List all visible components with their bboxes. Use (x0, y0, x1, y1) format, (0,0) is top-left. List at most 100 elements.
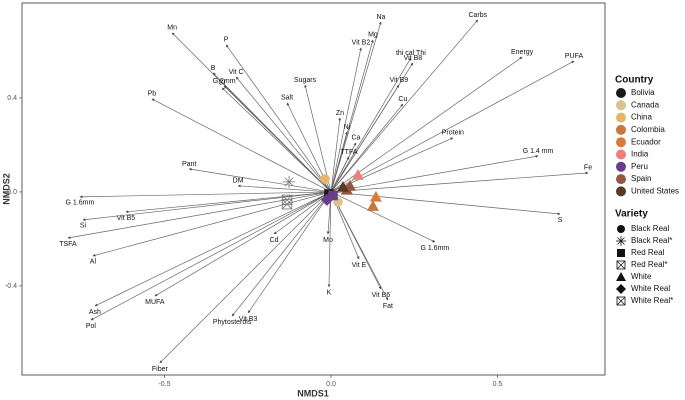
legend-label: Canada (631, 100, 660, 109)
loading-vector (330, 156, 350, 193)
vector-label: Vit E (352, 262, 367, 269)
point-part (617, 237, 625, 245)
vector-label: Ash (89, 309, 101, 316)
vector-label: Vit C (229, 69, 244, 76)
point-part (320, 174, 330, 184)
legend-label: Colombia (631, 125, 665, 134)
vector-label: Vit B6 (372, 292, 391, 299)
y-axis-title: NMDS2 (1, 173, 11, 205)
loading-vector (154, 191, 332, 297)
point (351, 169, 364, 180)
loading-vector (235, 76, 332, 193)
loading-vector (330, 21, 382, 193)
vector-label: G 1.4 mm (523, 148, 554, 155)
x-tick-label: -0.5 (158, 381, 170, 388)
loading-vector (221, 87, 332, 193)
legend-symbol (616, 236, 626, 246)
vector-label: Carbs (468, 12, 487, 19)
legend-label: Red Real (631, 248, 665, 257)
loading-vector (330, 191, 389, 301)
point-part (617, 225, 625, 233)
loading-vector (330, 117, 342, 192)
point-part (281, 198, 293, 210)
loading-vector (330, 191, 436, 243)
loading-vector (330, 19, 479, 193)
loading-vector (330, 47, 362, 193)
legend-swatch (616, 112, 626, 123)
vector-label: Zn (336, 110, 344, 117)
vector-label: G 1.6mm (66, 200, 95, 207)
vector-label: Salt (281, 95, 293, 102)
vector-label: DM (233, 178, 244, 185)
vector-label: Vit B8 (404, 55, 423, 62)
vector-label: Vit B5 (117, 215, 136, 222)
legend-label: White Real* (631, 296, 673, 305)
legend-swatch (616, 100, 626, 111)
vector-label: Vit B3 (239, 316, 258, 323)
loading-vector (247, 191, 332, 314)
loading-vector (159, 191, 332, 364)
legend-swatch (616, 149, 626, 160)
vector-label: Cr (218, 80, 226, 87)
vector-label: MUFA (145, 299, 165, 306)
loading-vector (330, 191, 561, 216)
vector-label: P (224, 37, 229, 44)
vector-label: TSFA (59, 241, 77, 248)
vector-label: B (211, 65, 216, 72)
loading-vector (92, 191, 332, 257)
vector-label: TTFA (340, 149, 357, 156)
legend-label: United States (631, 187, 679, 196)
loading-vector (330, 57, 412, 193)
vector-label: PUFA (565, 53, 584, 60)
point (366, 200, 379, 211)
point-part (320, 193, 333, 206)
point-part (281, 194, 293, 206)
legend-symbol (616, 284, 626, 294)
point (281, 198, 293, 210)
legend-label: Black Real (631, 224, 669, 233)
vector-label: Protein (442, 130, 464, 137)
loading-vector (94, 191, 332, 307)
loading-vector (212, 72, 332, 193)
loading-vector (188, 167, 332, 193)
x-tick-label: 0.0 (326, 381, 336, 388)
vector-label: G 2mm (213, 78, 236, 85)
point-part (366, 200, 379, 211)
legend-label: Black Real* (631, 236, 672, 245)
loading-vector (304, 84, 332, 193)
vector-label: Phytosterols (213, 319, 252, 326)
loading-vector (330, 60, 575, 193)
loading-vector (330, 56, 523, 193)
point (328, 190, 338, 201)
loading-vector (125, 191, 332, 214)
vector-label: Fat (383, 303, 393, 310)
loading-vector (237, 184, 332, 193)
vector-label: Energy (511, 49, 534, 56)
vector-label: Pol (86, 323, 97, 330)
loading-vector (151, 98, 332, 193)
legend-swatch (616, 124, 626, 135)
legend-label: White (631, 272, 652, 281)
legend-title: Country (615, 75, 654, 86)
legend-label: Spain (631, 174, 651, 183)
point (283, 175, 296, 188)
point (320, 193, 333, 206)
vector-label: Mg (368, 32, 378, 39)
y-tick-label: -0.4 (5, 283, 17, 290)
point-part (616, 284, 626, 294)
vector-label: Ni (344, 124, 351, 131)
loading-vector (225, 44, 332, 193)
legend-symbol (616, 272, 626, 281)
loading-vector (330, 155, 539, 193)
point-part (616, 296, 626, 306)
legend-label: Red Real* (631, 260, 667, 269)
point-part (616, 260, 626, 270)
point (369, 190, 382, 202)
loading-vector (79, 191, 331, 199)
vector-label: Vit B2 (352, 40, 371, 47)
point-part (369, 190, 382, 202)
legend-label: Bolivia (631, 88, 655, 97)
vector-label: Sugars (294, 77, 317, 84)
point-part (336, 181, 349, 192)
